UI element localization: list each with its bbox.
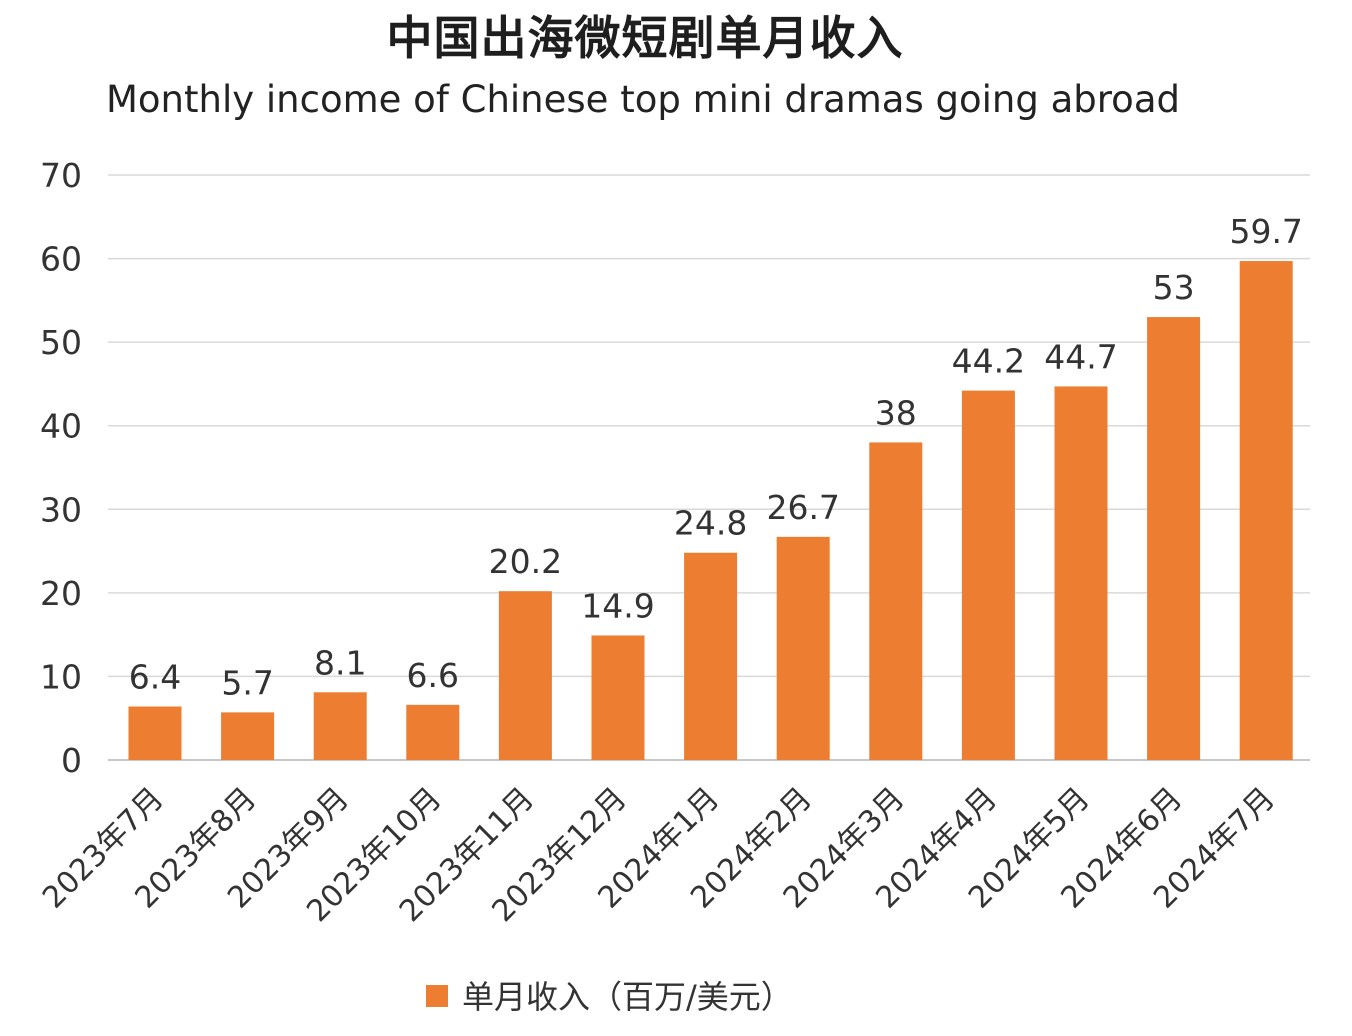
data-label: 44.2 bbox=[952, 342, 1025, 381]
chart-title: 中国出海微短剧单月收入 bbox=[386, 11, 904, 65]
legend-label: 单月收入（百万/美元） bbox=[462, 978, 793, 1016]
data-label: 20.2 bbox=[489, 542, 562, 581]
bar bbox=[961, 390, 1015, 760]
legend-swatch bbox=[426, 985, 448, 1007]
y-tick-label: 30 bbox=[40, 490, 82, 529]
y-tick-label: 70 bbox=[40, 156, 82, 195]
bar bbox=[221, 712, 275, 760]
data-label: 44.7 bbox=[1044, 337, 1117, 376]
data-label: 53 bbox=[1153, 268, 1195, 307]
data-label: 14.9 bbox=[581, 586, 654, 625]
data-label: 6.4 bbox=[129, 658, 181, 697]
bar bbox=[776, 536, 830, 760]
bar bbox=[1239, 261, 1293, 760]
bar bbox=[591, 635, 645, 760]
bar bbox=[313, 692, 367, 760]
bar bbox=[1054, 386, 1108, 760]
bar bbox=[128, 706, 182, 760]
data-label: 59.7 bbox=[1229, 212, 1302, 251]
chart-subtitle: Monthly income of Chinese top mini drama… bbox=[106, 78, 1180, 121]
y-tick-label: 10 bbox=[40, 657, 82, 696]
bar bbox=[869, 442, 923, 760]
y-tick-label: 20 bbox=[40, 574, 82, 613]
bar bbox=[406, 704, 460, 760]
data-label: 26.7 bbox=[766, 488, 839, 527]
data-label: 24.8 bbox=[674, 504, 747, 543]
data-label: 5.7 bbox=[221, 663, 273, 702]
bar bbox=[1147, 317, 1201, 760]
y-tick-label: 50 bbox=[40, 323, 82, 362]
bar bbox=[684, 552, 738, 760]
y-tick-label: 60 bbox=[40, 240, 82, 279]
y-tick-label: 0 bbox=[61, 741, 82, 780]
y-tick-label: 40 bbox=[40, 407, 82, 446]
data-label: 6.6 bbox=[407, 656, 459, 695]
bar bbox=[498, 591, 552, 760]
data-label: 38 bbox=[875, 393, 917, 432]
data-label: 8.1 bbox=[314, 643, 366, 682]
